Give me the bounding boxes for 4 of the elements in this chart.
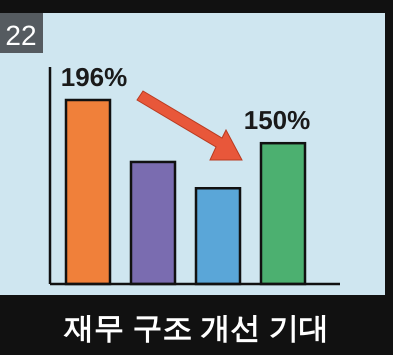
text: 재무 구조 개선 기대 [62,312,330,345]
data-label: 150% [244,105,310,136]
data-label: 196% [60,62,128,92]
text: 22 [5,20,37,51]
